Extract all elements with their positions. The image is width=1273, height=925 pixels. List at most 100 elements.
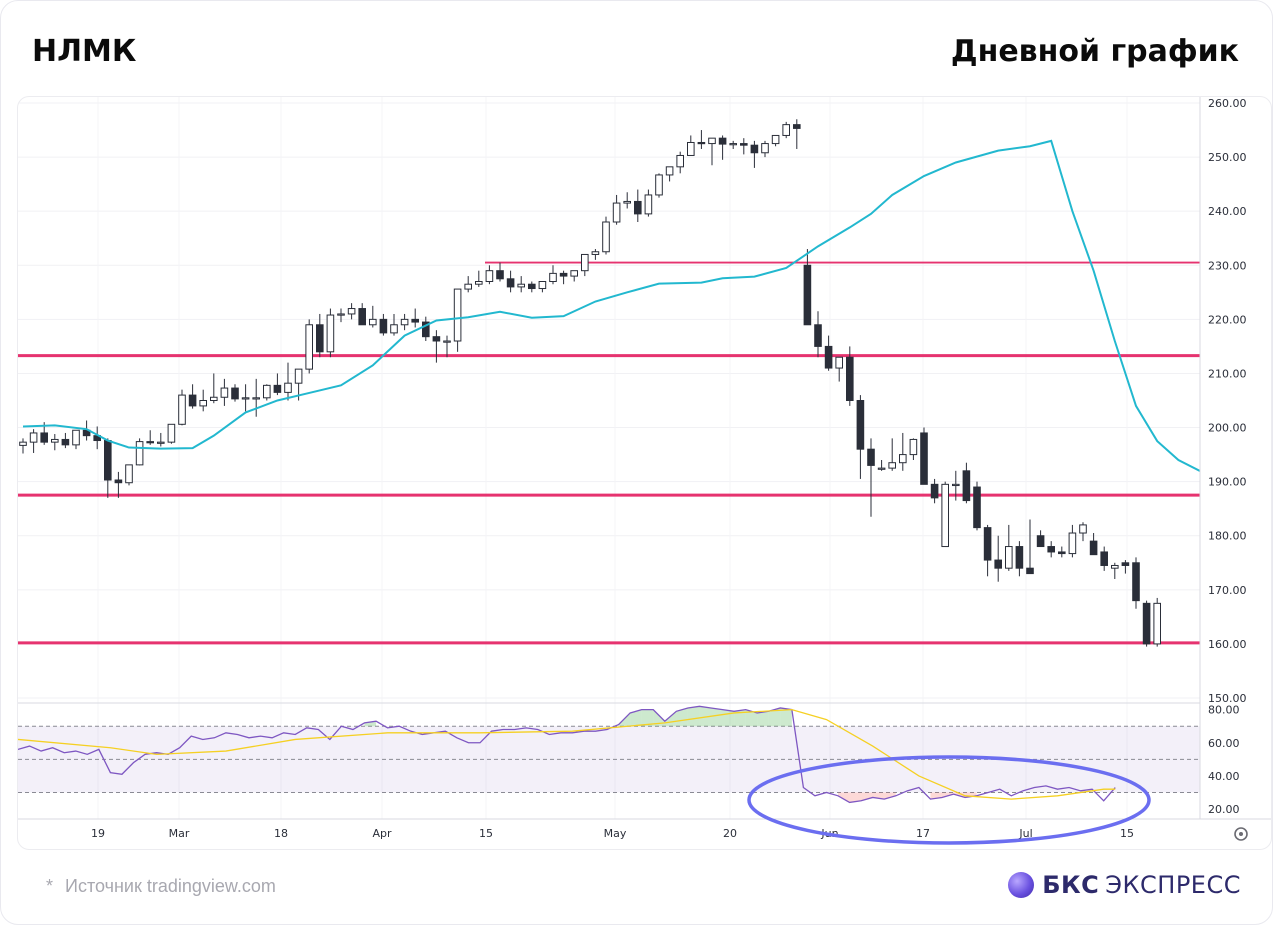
candle-body-up [305,324,313,370]
candle [443,335,451,358]
candle-body-down [920,432,928,485]
candle [549,265,557,285]
candle [856,395,865,479]
candle-body-down [718,137,727,145]
source-note: * Источник tradingview.com [46,876,276,897]
moving-average [22,139,1200,472]
candle [602,216,610,255]
candle [803,249,812,326]
time-tick-label: 15 [1120,827,1134,840]
rsi-oversold-fill [849,792,862,803]
candle [676,151,685,174]
logo-bold: БКС [1042,871,1100,899]
candles [19,119,1162,647]
candle [210,373,218,404]
rsi-overbought-fill [364,721,377,727]
candle-body-up [263,384,271,399]
candle-body-up [178,394,186,425]
horizontal-levels [18,261,1200,645]
candle-body-down [1142,602,1151,645]
candle-body-down [983,527,992,561]
candle-body-up [284,382,292,393]
time-tick-label: Jul [1018,827,1032,840]
logo-light: ЭКСПРЕСС [1105,871,1241,899]
candle [867,438,875,517]
candle-body-up [1005,546,1013,569]
candle [909,438,918,460]
candle-body-down [634,200,642,215]
candle [284,362,292,401]
logo-mark-icon [1008,872,1035,898]
candle [305,319,313,374]
candle [771,134,780,147]
candle-body-down [114,479,123,484]
moving-average-line [22,139,1200,472]
candle [72,429,80,450]
candle [1058,546,1066,558]
candle [846,346,854,406]
candle-body-up [687,141,695,156]
candle [146,430,154,445]
candle-body-down [1121,562,1130,566]
candle-body-up [337,313,345,316]
candle-body-down [962,470,971,502]
candle-body-down [146,441,154,444]
candle-body-up [549,272,557,283]
time-tick-label: 20 [723,827,737,840]
candle-body-up [241,397,250,400]
price-tick-label: 220.00 [1208,313,1247,326]
rsi-oversold-fill [884,792,896,800]
chart-panel[interactable]: 260.00 250.00 240.00 230.00 220.00 210.00 200.… [17,96,1272,850]
candle-body-up [665,166,674,176]
rsi-overbought-fill [711,707,723,727]
candle-body-down [994,559,1003,569]
candle-body-up [729,143,738,146]
candle-body-down [1036,535,1045,548]
candle [326,308,335,358]
candle [263,384,271,401]
candle-body-up [1068,532,1077,555]
candle [1111,562,1119,579]
candle-body-up [1153,602,1162,645]
candle-body-up [51,438,59,443]
candle-body-up [952,483,960,487]
candle-body-up [443,340,451,343]
candle-body-up [125,464,133,484]
rsi-overbought-fill [676,707,688,727]
candle [877,460,886,471]
candle [252,378,260,417]
candle-body-down [867,448,875,466]
candle-body-up [761,143,769,154]
price-chart[interactable]: 260.00 250.00 240.00 230.00 220.00 210.00 200.… [18,97,1271,849]
rsi-oversold-fill [838,792,850,803]
candle-body-down [316,324,324,353]
candle [1142,600,1151,647]
candle-body-up [294,368,303,384]
candle-body-up [19,441,27,446]
candle-body-down [1058,551,1066,555]
candle [453,288,462,352]
price-tick-label: 180.00 [1208,530,1247,543]
candle [1100,546,1109,571]
candle [1068,524,1077,558]
candle-body-up [623,200,632,204]
chart-type-title: Дневной график [950,34,1239,69]
candle-body-up [877,467,886,470]
candle [1005,524,1013,571]
price-tick-label: 240.00 [1208,205,1247,218]
candle-body-down [40,432,48,443]
candle-body-down [846,356,854,401]
candle [517,276,525,293]
candle-body-down [411,318,419,323]
candle [994,535,1003,582]
candle-body-down [559,272,568,277]
candle [135,438,144,466]
rsi-overbought-fill [734,709,746,727]
candle [973,481,981,531]
candle [665,166,674,182]
settings-icon[interactable] [1234,827,1248,841]
grid-lines [18,97,1200,819]
candle-body-down [358,308,366,326]
candle [814,311,822,358]
candle [687,135,695,156]
